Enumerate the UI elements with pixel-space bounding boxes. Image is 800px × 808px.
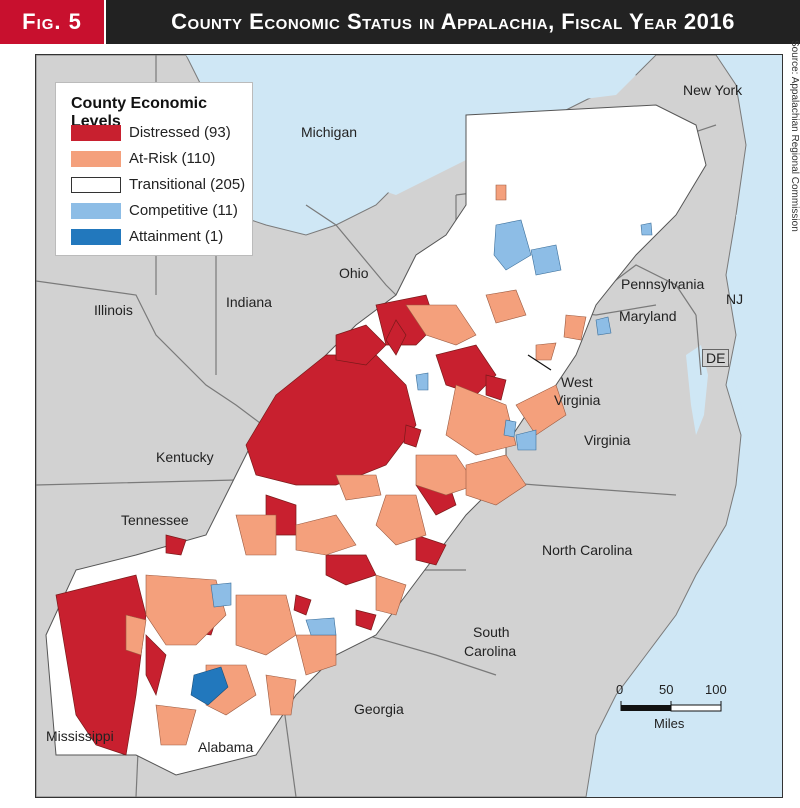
competitive-counties: [210, 219, 653, 636]
state-label-illinois: Illinois: [94, 302, 133, 318]
state-label-de: DE: [702, 349, 730, 367]
state-label-maryland: Maryland: [619, 308, 677, 324]
legend-swatch-competitive: [71, 203, 121, 219]
state-label-south-carolina-line1: South: [473, 624, 510, 640]
legend-swatch-at-risk: [71, 151, 121, 167]
legend-swatch-attainment: [71, 229, 121, 245]
legend-label-competitive: Competitive (11): [129, 202, 238, 219]
source-credit: Source: Appalachian Regional Commission: [789, 40, 800, 232]
appalachia-map: New York Michigan Ohio Illinois Indiana …: [35, 54, 783, 798]
state-label-georgia: Georgia: [354, 701, 404, 717]
state-label-kentucky: Kentucky: [156, 449, 214, 465]
state-label-pennsylvania: Pennsylvania: [621, 276, 705, 292]
legend-label-distressed: Distressed (93): [129, 124, 231, 141]
lake-ontario: [546, 65, 636, 100]
attainment-county: [190, 666, 229, 706]
scale-tick-0: 0: [616, 682, 624, 697]
legend-label-transitional: Transitional (205): [129, 176, 246, 193]
distressed-counties: [55, 294, 507, 756]
lake-northeast: [396, 75, 496, 125]
state-label-mississippi: Mississippi: [46, 728, 114, 744]
figure-title: County Economic Status in Appalachia, Fi…: [106, 0, 800, 44]
state-label-tennessee: Tennessee: [121, 512, 189, 528]
legend: County Economic Levels Distressed (93) A…: [56, 83, 252, 255]
chesapeake-bay: [686, 345, 708, 435]
atlantic-ocean: [596, 195, 782, 797]
scale-tick-50: 50: [659, 682, 674, 697]
state-label-new-york: New York: [683, 82, 743, 98]
legend-label-attainment: Attainment (1): [129, 228, 224, 245]
figure-header: Fig. 5 County Economic Status in Appalac…: [0, 0, 800, 44]
scale-bar: [620, 701, 722, 712]
source-credit-wrap: Source: Appalachian Regional Commission: [788, 40, 800, 300]
scale-tick-100: 100: [705, 682, 727, 697]
state-label-west-virginia-line1: West: [561, 374, 593, 390]
scale-unit: Miles: [654, 716, 685, 731]
legend-label-at-risk: At-Risk (110): [129, 150, 216, 167]
at-risk-counties: [125, 184, 587, 746]
figure-number: Fig. 5: [0, 0, 104, 44]
state-label-virginia: Virginia: [584, 432, 631, 448]
state-label-north-carolina: North Carolina: [542, 542, 633, 558]
state-label-alabama: Alabama: [198, 739, 254, 755]
state-label-west-virginia-line2: Virginia: [554, 392, 601, 408]
state-label-nj: NJ: [726, 291, 744, 307]
legend-swatch-transitional: [71, 177, 121, 193]
west-virginia-pointer: [527, 354, 552, 371]
state-label-michigan: Michigan: [301, 124, 358, 140]
state-label-south-carolina-line2: Carolina: [464, 643, 517, 659]
state-label-indiana: Indiana: [226, 294, 272, 310]
state-label-ohio: Ohio: [339, 265, 369, 281]
legend-swatch-distressed: [71, 125, 121, 141]
